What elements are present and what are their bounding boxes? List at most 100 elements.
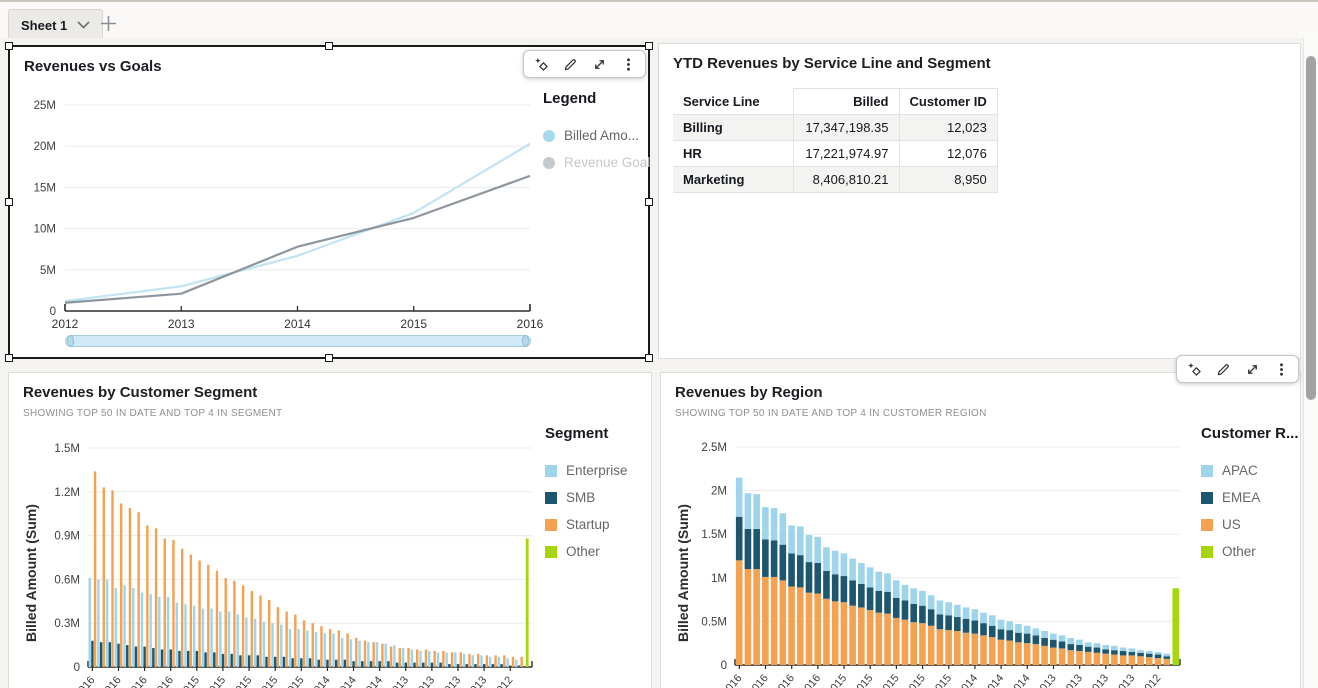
tab-sheet-1[interactable]: Sheet 1 [8,9,104,40]
svg-text:2013: 2013 [1034,672,1059,688]
legend-item[interactable]: Other [545,544,650,559]
selection-handle-e[interactable] [645,198,653,206]
svg-text:2015: 2015 [282,674,307,688]
table-cell[interactable]: 17,221,974.97 [792,140,900,167]
table-cell[interactable]: HR [673,140,794,167]
pencil-icon [563,57,578,72]
column-header[interactable]: Service Line [673,88,794,115]
bar-series-enterprise[interactable] [88,577,518,667]
y-axis-label: Billed Amount (Sum) [675,504,691,642]
visual-menu-button[interactable] [620,56,636,72]
svg-text:1.5M: 1.5M [701,529,727,541]
format-visual-button[interactable] [1186,361,1202,377]
bar-series-smb[interactable] [91,640,521,667]
stacked-bars[interactable] [735,477,1171,665]
svg-text:15M: 15M [34,182,56,194]
selection-handle-sw[interactable] [5,354,13,362]
table-cell[interactable]: 8,406,810.21 [792,166,900,193]
line-chart[interactable]: 0 5M 10M 15M 20M 25M 2012 2013 2014 2015 2016 [16,85,576,347]
svg-text:2015: 2015 [256,674,281,688]
selection-handle-ne[interactable] [645,42,653,50]
line-series-group[interactable] [64,142,531,304]
legend-title: Segment [545,425,609,442]
bar-other[interactable] [1172,588,1180,665]
legend-item[interactable]: Billed Amo... [543,128,643,143]
legend-swatch [1201,518,1213,531]
edit-visual-button[interactable] [562,56,578,72]
legend-item[interactable]: Enterprise [545,463,650,478]
svg-text:2016: 2016 [517,317,544,331]
svg-text:2014: 2014 [955,672,980,688]
table-cell[interactable]: Marketing [673,166,794,193]
pivot-table[interactable]: Service Line Billed Customer ID Billing 17,… [673,88,998,193]
svg-text:2014: 2014 [284,317,311,331]
svg-text:0.3M: 0.3M [54,618,80,630]
legend-item[interactable]: Revenue Goal [543,155,650,170]
svg-text:2013: 2013 [1086,672,1111,688]
maximize-visual-button[interactable] [1244,361,1260,377]
legend-item[interactable]: APAC [1201,463,1301,478]
table-cell[interactable]: 17,347,198.35 [792,114,900,141]
svg-text:0.6M: 0.6M [54,574,80,586]
legend-item[interactable]: SMB [545,490,650,505]
legend-swatch [545,464,557,477]
selection-handle-nw[interactable] [5,42,13,50]
legend-item-label: Enterprise [566,463,628,478]
selection-handle-n[interactable] [325,42,333,50]
legend-swatch [1201,545,1213,558]
format-visual-button[interactable] [533,56,549,72]
legend-item[interactable]: US [1201,517,1301,532]
date-axis-scrollbar[interactable] [65,335,531,347]
column-header[interactable]: Billed [792,88,900,115]
widget-title: YTD Revenues by Service Line and Segment [673,55,991,72]
expand-icon [1245,362,1260,377]
legend-items: Billed Amo... Revenue Goal [543,128,650,170]
svg-text:2013: 2013 [464,674,489,688]
add-sheet-button[interactable] [96,11,120,35]
dashboard-canvas: Revenues vs Goals 0 5M 10M 15M 20M 25M 2012 201… [0,38,1318,688]
legend-item-label: Other [1222,544,1256,559]
widget-revenues-vs-goals[interactable]: Revenues vs Goals 0 5M 10M 15M 20M 25M 2012 201… [5,42,653,362]
svg-text:2013: 2013 [386,674,411,688]
legend-swatch [545,545,557,558]
bar-other[interactable] [525,538,529,667]
table-cell[interactable]: 12,076 [898,140,998,167]
svg-text:2013: 2013 [412,674,437,688]
column-header[interactable]: Customer ID [898,88,998,115]
svg-text:2016: 2016 [746,672,771,688]
svg-text:1.2M: 1.2M [54,487,80,499]
visual-menu-button[interactable] [1273,361,1289,377]
svg-text:2016: 2016 [151,674,176,688]
format-visual-icon [1187,362,1202,377]
svg-text:0.9M: 0.9M [54,531,80,543]
widget-revenues-by-segment[interactable]: Revenues by Customer Segment SHOWING TOP… [8,372,652,688]
selection-handle-w[interactable] [5,198,13,206]
maximize-visual-button[interactable] [591,56,607,72]
legend-item-label: Startup [566,517,610,532]
slider-left-handle[interactable] [67,335,74,347]
line-series [64,142,531,303]
widget-ytd-revenues-table[interactable]: YTD Revenues by Service Line and Segment… [658,43,1301,359]
legend-item[interactable]: EMEA [1201,490,1301,505]
page-scrollbar-thumb[interactable] [1306,56,1316,400]
svg-text:2016: 2016 [99,674,124,688]
svg-text:20M: 20M [34,141,56,153]
chevron-down-icon[interactable] [77,21,90,29]
legend-title: Customer R... [1201,425,1299,442]
selection-handle-s[interactable] [325,354,333,362]
page-scrollbar[interactable] [1303,38,1318,688]
table-cell[interactable]: 8,950 [898,166,998,193]
selection-handle-se[interactable] [645,354,653,362]
table-cell[interactable]: 12,023 [898,114,998,141]
slider-right-handle[interactable] [522,335,529,347]
legend-item[interactable]: Startup [545,517,650,532]
widget-revenues-by-region[interactable]: Revenues by Region SHOWING TOP 50 IN DAT… [660,355,1301,688]
legend-item[interactable]: Other [1201,544,1301,559]
bar-series-startup[interactable] [93,471,523,667]
edit-visual-button[interactable] [1215,361,1231,377]
table-cell[interactable]: Billing [673,114,794,141]
legend-items: Enterprise SMB Startup Other [545,463,650,559]
svg-text:2014: 2014 [308,674,333,688]
